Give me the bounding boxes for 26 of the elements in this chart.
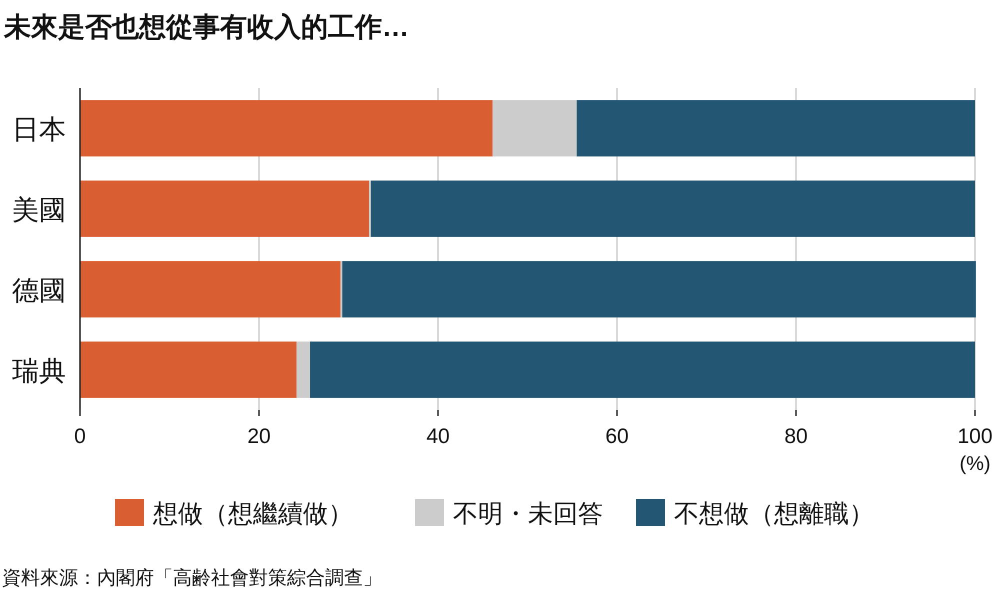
y-tick-label: 日本 xyxy=(12,114,66,144)
bar xyxy=(296,342,310,398)
x-tick-label: 80 xyxy=(784,425,808,448)
y-tick-label: 美國 xyxy=(12,194,66,225)
source-note: 資料來源：內閣府「高齢社會對策綜合調查」 xyxy=(2,567,382,589)
bar xyxy=(576,100,975,156)
x-tick-label: 20 xyxy=(247,425,271,448)
legend-label: 不想做（想離職） xyxy=(674,500,874,528)
bar xyxy=(492,100,577,156)
x-axis-title: (%) xyxy=(959,453,991,475)
y-tick-label: 德國 xyxy=(12,275,66,306)
legend-label: 不明・未回答 xyxy=(453,500,603,528)
x-tick-label: 40 xyxy=(426,425,450,448)
bar xyxy=(310,342,975,398)
bar xyxy=(342,261,976,318)
bar xyxy=(370,180,975,237)
bar xyxy=(80,342,297,398)
bar xyxy=(80,261,340,318)
y-tick-label: 瑞典 xyxy=(12,356,66,386)
x-tick-label: 0 xyxy=(74,425,86,448)
bar xyxy=(80,100,493,156)
bar xyxy=(80,180,370,237)
chart-title: 未來是否也想從事有收入的工作… xyxy=(3,12,409,42)
x-tick-label: 60 xyxy=(605,425,629,448)
legend-label: 想做（想繼續做） xyxy=(152,500,353,528)
x-tick-label: 100 xyxy=(957,425,993,448)
